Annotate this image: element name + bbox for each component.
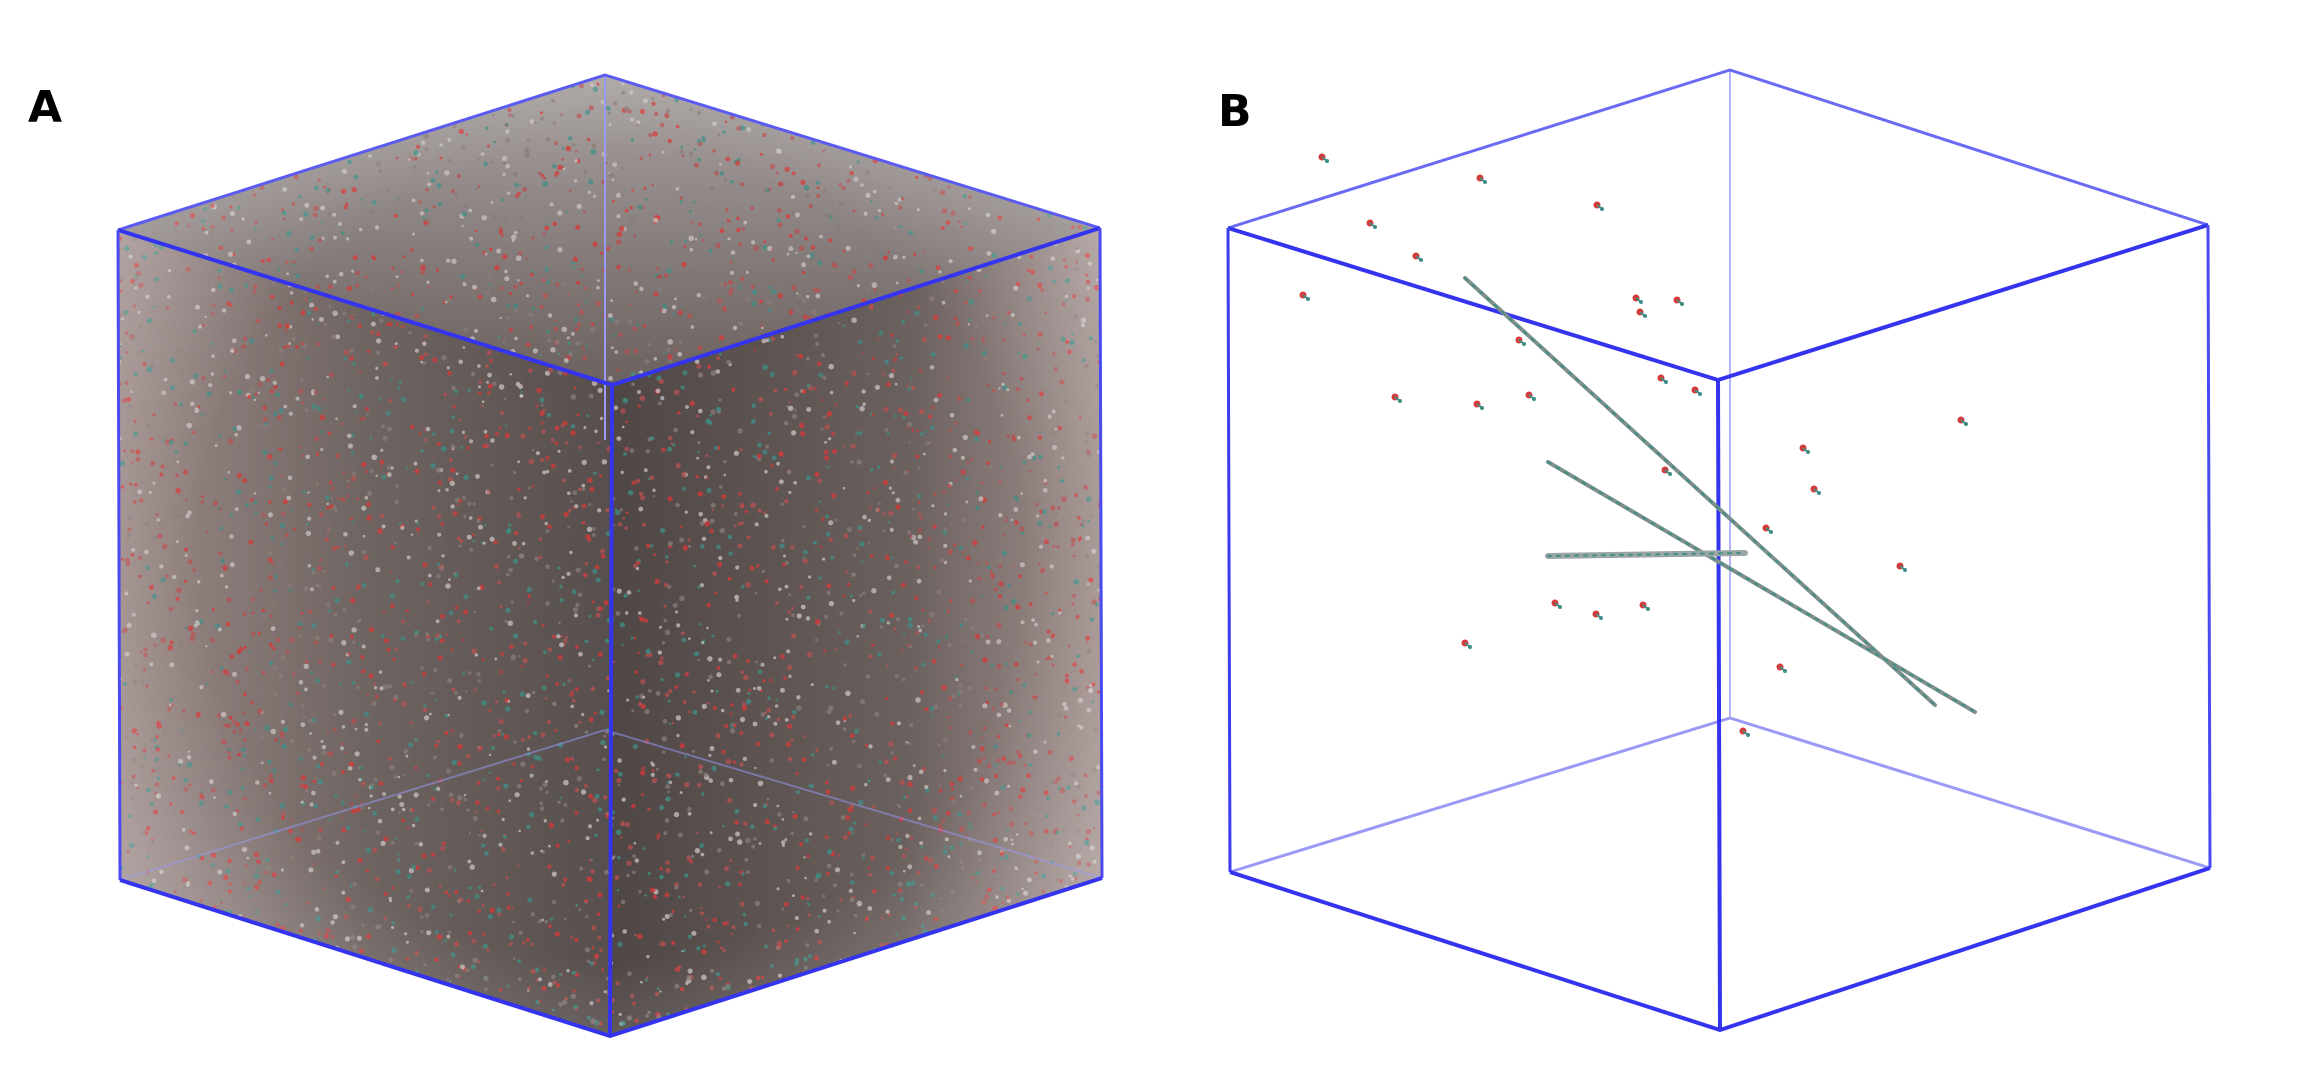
polymer-chain xyxy=(1545,550,1748,559)
solute-molecule xyxy=(1412,252,1423,262)
solute-molecule xyxy=(1461,639,1472,649)
cube-b-back-edges xyxy=(1227,68,2209,230)
solute-molecule xyxy=(1592,610,1603,620)
panel-b xyxy=(1155,0,2310,1086)
solute-molecule xyxy=(1525,391,1536,401)
solute-molecule xyxy=(1366,219,1377,229)
cube-b-top-front-edges xyxy=(1227,223,2209,382)
solute-molecule xyxy=(1691,386,1702,396)
solute-molecule xyxy=(1896,562,1907,572)
solute-molecule xyxy=(1551,599,1562,609)
panel-b-canvas xyxy=(1226,68,2212,1032)
cube-b-front-vertical-edge xyxy=(1716,379,1722,1031)
solute-molecule xyxy=(1762,524,1773,534)
cube-a-bottom-edges xyxy=(119,876,1103,1038)
polymer-chain xyxy=(1546,460,1977,714)
solute-molecule xyxy=(1810,485,1821,495)
solute-molecule xyxy=(1739,727,1750,737)
solute-molecule xyxy=(1799,444,1810,454)
solute-molecule xyxy=(1957,416,1968,426)
solute-molecule xyxy=(1318,153,1329,163)
cube-a-right-edge xyxy=(1098,227,1104,879)
cube-b-hidden-edge xyxy=(1229,716,1731,874)
cube-b-right-edge xyxy=(2206,224,2212,869)
solute-molecule xyxy=(1299,291,1310,301)
panel-label-a: A xyxy=(28,82,63,133)
solute-molecule xyxy=(1593,201,1604,211)
polymer-chain xyxy=(1463,276,1937,707)
cube-a-edges xyxy=(116,73,1104,1038)
cube-a-hidden-edge xyxy=(604,729,1103,879)
cube-b-bottom-edges xyxy=(1229,866,2211,1032)
panel-label-b: B xyxy=(1218,86,1252,137)
cube-b-edges xyxy=(1226,68,2212,1032)
solute-molecule xyxy=(1636,308,1647,318)
solute-molecule xyxy=(1476,174,1487,184)
solute-molecule xyxy=(1673,296,1684,306)
cube-a-left-edge xyxy=(116,229,122,881)
cube-b-hidden-edge xyxy=(1729,716,2211,870)
solute-molecule xyxy=(1657,374,1668,384)
solute-molecule xyxy=(1639,601,1650,611)
solute-molecules xyxy=(1299,153,1968,737)
panel-a-canvas xyxy=(116,73,1104,1038)
solute-molecule xyxy=(1473,400,1484,410)
cube-a-front-vertical-edge xyxy=(608,384,614,1037)
panel-a xyxy=(116,73,1104,1038)
solute-molecule xyxy=(1776,663,1787,673)
solute-molecule xyxy=(1515,336,1526,346)
solute-molecule xyxy=(1391,393,1402,403)
solute-molecule xyxy=(1632,294,1643,304)
cube-a-hidden-edge xyxy=(119,729,606,881)
polymer-chains xyxy=(1463,276,1977,714)
cube-b-left-edge xyxy=(1226,227,1232,873)
solute-molecule xyxy=(1661,466,1672,476)
cube-a-back-edges xyxy=(117,73,1101,232)
